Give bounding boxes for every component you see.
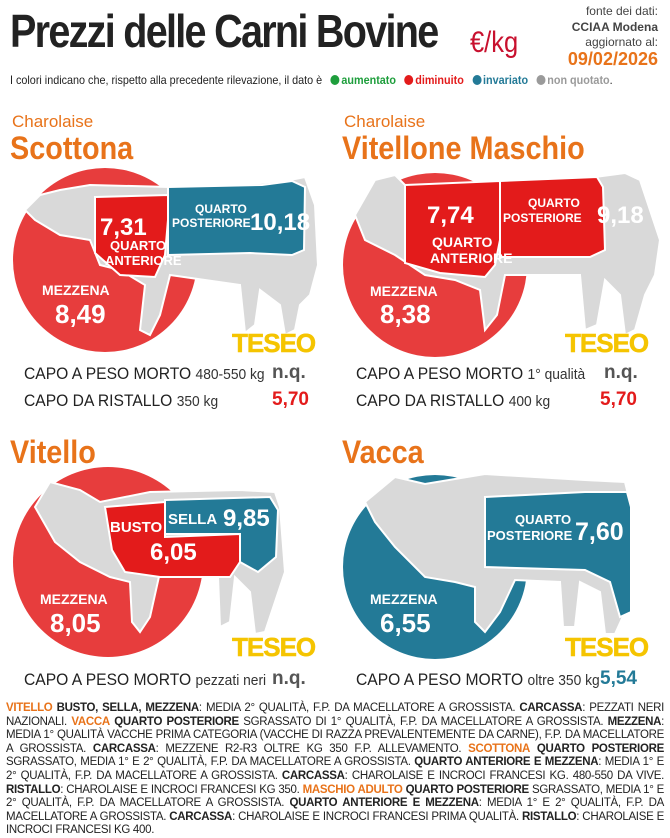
source-label: fonte dei dati: <box>585 4 658 18</box>
legend-label-not-quoted: non quotato <box>547 73 610 87</box>
vitello-cut-sella <box>164 495 280 574</box>
scottona-logo: TESEO <box>232 328 317 359</box>
scottona-row1-value: n.q. <box>272 362 306 383</box>
page-title: Prezzi delle Carni Bovine <box>10 5 439 57</box>
scottona-row2-label: CAPO DA RISTALLO 350 kg <box>24 391 219 410</box>
vitello-sella-label: SELLA <box>168 511 217 528</box>
vacca-qp-label2: POSTERIORE <box>487 528 573 543</box>
vitello-cow-chart: BUSTO 6,05 SELLA 9,85 MEZZENA 8,05 <box>13 467 287 657</box>
vacca-row1-label: CAPO A PESO MORTO oltre 350 kg <box>356 670 600 689</box>
legend-label-increased: aumentato <box>341 73 397 87</box>
vitello-busto-label: BUSTO <box>110 519 163 536</box>
footnote: VITELLO BUSTO, SELLA, MEZZENA: MEDIA 2° … <box>6 702 665 837</box>
vitellone-mez-label: MEZZENA <box>370 283 438 299</box>
vitellone-qa-label2: ANTERIORE <box>430 250 512 266</box>
vacca-row1-value: 5,54 <box>600 668 637 689</box>
vitellone-breed: Charolaise <box>344 112 426 131</box>
updated-label: aggiornato al: <box>585 35 658 49</box>
vitellone-row1-value: n.q. <box>604 362 638 383</box>
scottona-mez-label: MEZZENA <box>42 282 110 298</box>
legend-label-unchanged: invariato <box>483 73 529 87</box>
vitellone-qp-value: 9,18 <box>597 202 644 229</box>
vitello-mez-value: 8,05 <box>50 608 101 638</box>
vitello-row1-value: n.q. <box>272 668 306 689</box>
scottona-row2-value: 5,70 <box>272 389 309 410</box>
source-name: CCIAA Modena <box>571 20 658 34</box>
legend-dot-unchanged <box>472 75 482 85</box>
scottona-qa-value: 7,31 <box>100 214 147 241</box>
vitellone-qa-value: 7,74 <box>427 202 474 229</box>
vacca-qp-label1: QUARTO <box>515 512 571 527</box>
scottona-mez-value: 8,49 <box>55 299 106 329</box>
vacca-cow-chart: QUARTO POSTERIORE 7,60 MEZZENA 6,55 <box>343 472 635 659</box>
vacca-mez-label: MEZZENA <box>370 591 438 607</box>
vitello-row1-label: CAPO A PESO MORTO pezzati neri <box>24 670 267 689</box>
vitello-mez-label: MEZZENA <box>40 591 108 607</box>
vitellone-title: Vitellone Maschio <box>342 130 585 166</box>
vitello-sella-value: 9,85 <box>223 505 270 532</box>
vitellone-qp-label2: POSTERIORE <box>503 211 582 225</box>
legend-label-decreased: diminuito <box>415 73 464 87</box>
vacca-title: Vacca <box>342 434 424 470</box>
vitellone-row2-value: 5,70 <box>600 389 637 410</box>
scottona-qp-value: 10,18 <box>250 209 310 236</box>
vitello-busto-value: 6,05 <box>150 539 197 566</box>
scottona-qa-label1: QUARTO <box>110 238 166 253</box>
color-legend: I colori indicano che, rispetto alla pre… <box>10 73 613 87</box>
vitellone-row2-label: CAPO DA RISTALLO 400 kg <box>356 391 551 410</box>
vitello-title: Vitello <box>10 434 96 470</box>
scottona-breed: Charolaise <box>12 112 94 131</box>
legend-intro: I colori indicano che, rispetto alla pre… <box>10 73 323 87</box>
scottona-qp-label2: POSTERIORE <box>172 216 251 230</box>
vitellone-logo: TESEO <box>565 328 650 359</box>
scottona-title: Scottona <box>10 130 134 166</box>
vitellone-row1-label: CAPO A PESO MORTO 1° qualità <box>356 364 586 383</box>
scottona-qa-label2: ANTERIORE <box>105 253 182 268</box>
vitellone-mez-value: 8,38 <box>380 299 431 329</box>
scottona-cow-chart: 7,31 QUARTO ANTERIORE QUARTO POSTERIORE … <box>13 168 320 352</box>
scottona-qp-label1: QUARTO <box>195 202 247 216</box>
vitello-logo: TESEO <box>232 632 317 663</box>
vacca-mez-value: 6,55 <box>380 608 431 638</box>
legend-dot-not-quoted <box>536 75 546 85</box>
legend-dot-decreased <box>404 75 414 85</box>
vacca-logo: TESEO <box>565 632 650 663</box>
scottona-row1-label: CAPO A PESO MORTO 480-550 kg <box>24 364 265 383</box>
updated-date: 09/02/2026 <box>567 49 658 69</box>
unit-label: €/kg <box>470 26 519 59</box>
vitellone-qa-label1: QUARTO <box>432 234 493 250</box>
vitellone-cow-chart: 7,74 QUARTO ANTERIORE QUARTO POSTERIORE … <box>343 171 662 357</box>
legend-dot-increased <box>330 75 340 85</box>
scottona-cut-qp <box>167 179 307 257</box>
vacca-cut-qp <box>484 491 632 619</box>
vacca-qp-value: 7,60 <box>575 518 624 546</box>
vitellone-qp-label1: QUARTO <box>528 196 580 210</box>
vitellone-cut-qp <box>499 175 607 258</box>
